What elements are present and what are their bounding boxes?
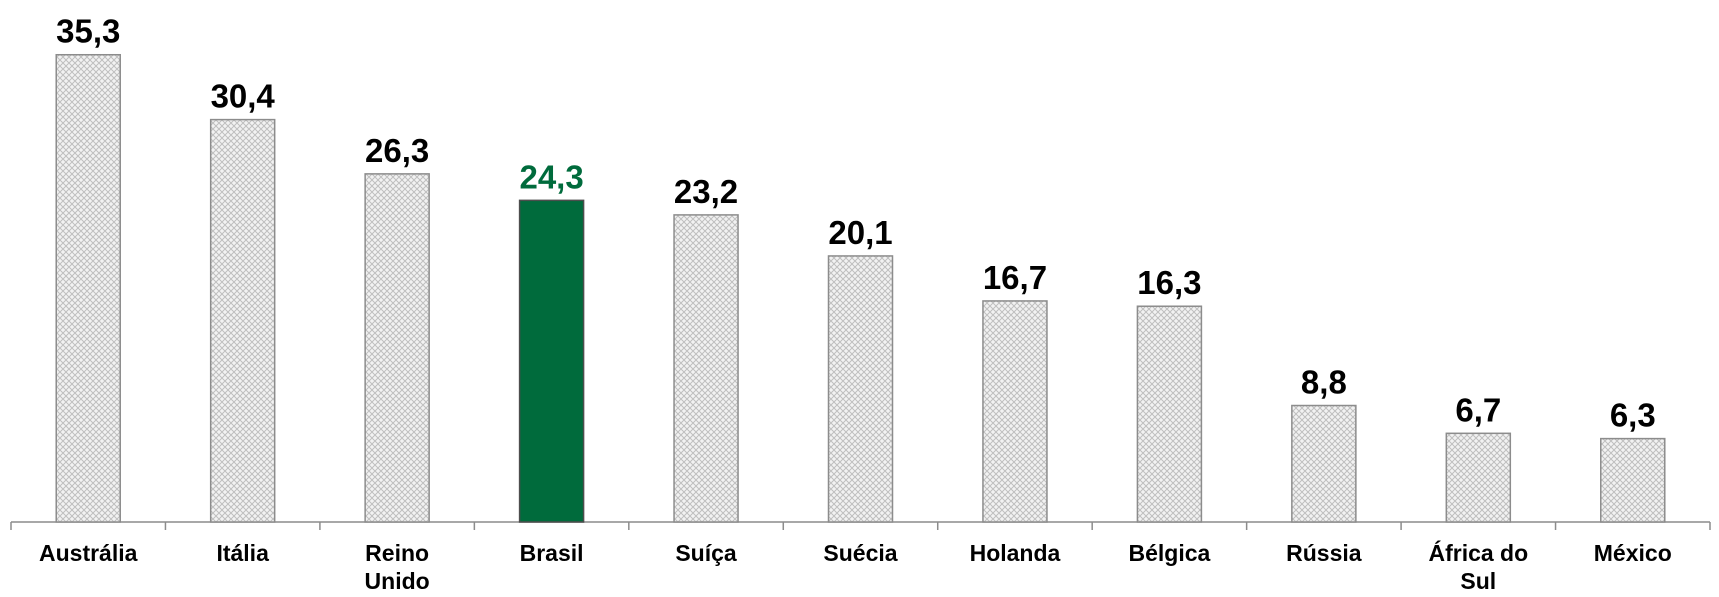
bar [982,300,1048,523]
value-label: 23,2 [674,173,738,210]
bar [55,53,121,523]
value-label: 6,3 [1610,397,1656,434]
value-label: 8,8 [1301,364,1347,401]
x-tick-label: Suécia [823,540,898,566]
x-tick-label: Itália [216,540,269,566]
bar [827,255,894,523]
value-label: 24,3 [519,158,583,195]
bar [1136,305,1203,523]
bar [1291,404,1357,523]
x-tick-label: Rússia [1286,540,1362,566]
x-tick-label: Holanda [969,540,1061,566]
bar [518,199,585,523]
x-tick-label: Reino Unido [364,540,430,594]
bar [364,173,430,523]
x-tick-label: Austrália [39,540,138,566]
value-label: 16,7 [983,259,1047,296]
value-label: 20,1 [828,214,892,251]
x-tick-label: África do Sul [1428,540,1529,594]
value-label: 16,3 [1137,264,1201,301]
value-label: 26,3 [365,132,429,169]
bar [1600,437,1666,523]
value-label: 30,4 [211,78,276,115]
x-tick-label: Brasil [519,540,584,566]
x-tick-label: México [1593,540,1672,566]
x-tick-label: Bélgica [1128,540,1211,566]
value-label: 35,3 [56,13,120,50]
value-label: 6,7 [1455,391,1501,428]
bar [1445,432,1512,523]
x-tick-label: Suíça [675,540,737,566]
bar [209,118,276,523]
bar [673,214,739,523]
